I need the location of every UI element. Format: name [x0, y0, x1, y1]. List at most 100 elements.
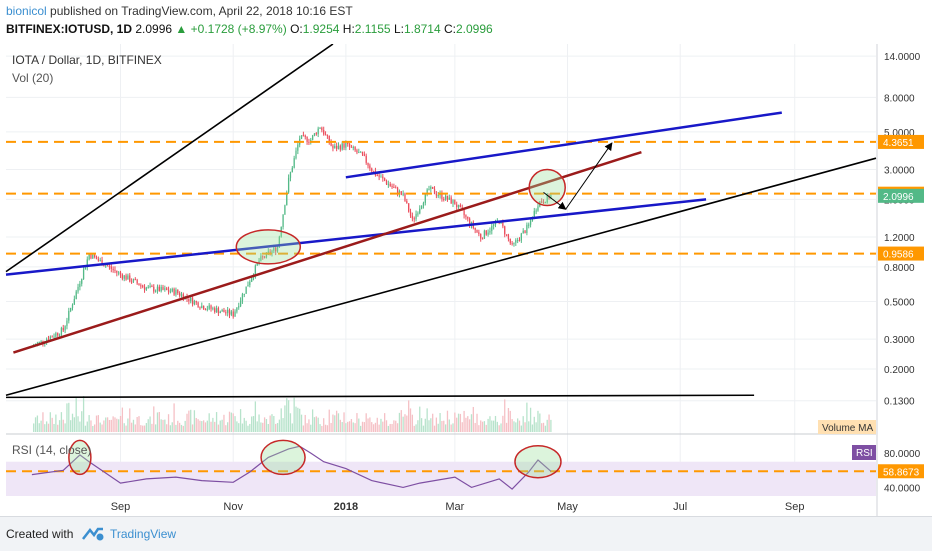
volume-bar: [127, 418, 129, 432]
candle-body: [328, 135, 330, 143]
chart-canvas[interactable]: 14.00008.00005.00003.00002.00001.20000.8…: [0, 43, 932, 516]
volume-bar: [518, 420, 521, 432]
volume-bar: [548, 414, 550, 432]
volume-bar: [284, 405, 286, 432]
volume-bar: [380, 418, 382, 432]
volume-bar: [408, 400, 410, 432]
y-tick-label: 5.0000: [884, 128, 915, 139]
volume-bar: [175, 424, 177, 432]
candle-body: [524, 230, 526, 233]
candle-body: [158, 286, 160, 292]
candle-body: [330, 142, 332, 146]
volume-bar: [332, 414, 334, 432]
volume-bar: [260, 422, 262, 432]
volume-bar: [522, 416, 524, 432]
volume-bar: [513, 421, 515, 432]
volume-bar: [297, 407, 299, 432]
volume-bar: [138, 416, 140, 432]
volume-bar: [531, 424, 534, 432]
candle-body: [64, 326, 66, 331]
volume-bar: [491, 420, 493, 432]
candle-body: [409, 211, 412, 216]
candle-body: [68, 310, 70, 321]
candle-body: [125, 275, 127, 280]
candle-body: [446, 195, 449, 200]
volume-bar: [335, 410, 338, 432]
volume-bar: [476, 413, 478, 432]
volume-bar: [439, 413, 441, 432]
volume-bar: [273, 416, 275, 432]
volume-bar: [204, 422, 207, 432]
volume-bar: [437, 423, 439, 432]
volume-bar: [247, 425, 249, 432]
candle-body: [306, 137, 308, 142]
candle-body: [480, 233, 482, 239]
volume-bar: [400, 410, 402, 432]
symbol-name: BITFINEX:IOTUSD, 1D: [6, 22, 133, 36]
volume-bar: [97, 415, 100, 432]
volume-bar: [406, 415, 408, 432]
volume-bar: [101, 424, 103, 432]
candle-body: [334, 145, 336, 149]
price-badge: [878, 246, 924, 261]
tradingview-logo-icon: [82, 527, 104, 541]
volume-bar: [199, 420, 201, 432]
candle-body: [481, 238, 484, 240]
candle-body: [321, 127, 323, 131]
volume-bar: [524, 422, 526, 432]
volume-bar: [267, 423, 269, 432]
x-tick-label: Nov: [223, 501, 243, 513]
candle-body: [356, 150, 358, 153]
candle-body: [169, 291, 172, 293]
volume-bar: [389, 423, 391, 432]
volume-bar: [517, 418, 519, 432]
candle-body: [99, 260, 101, 262]
volume-bar: [492, 420, 495, 432]
price-badge-label: 0.9586: [883, 250, 914, 261]
volume-bar: [409, 408, 412, 432]
candle-body: [408, 203, 410, 212]
rsi-value-label: 58.8673: [883, 467, 920, 478]
volume-bar: [428, 420, 430, 432]
candle-body: [66, 320, 68, 327]
candle-body: [81, 279, 83, 284]
volume-bar: [520, 425, 522, 432]
candle-body: [204, 309, 207, 311]
candle-body: [276, 247, 279, 252]
highlight-ellipse: [235, 229, 302, 265]
chart-panel[interactable]: 14.00008.00005.00003.00002.00001.20000.8…: [0, 43, 932, 516]
candle-body: [487, 232, 489, 235]
volume-bar: [149, 416, 151, 432]
volume-bar: [66, 403, 68, 432]
volume-bar: [404, 414, 406, 432]
volume-bar: [160, 419, 162, 432]
tradingview-link[interactable]: TradingView: [110, 527, 177, 541]
volume-bar: [502, 415, 504, 432]
candle-body: [387, 183, 390, 185]
volume-bar: [151, 423, 153, 432]
author-link[interactable]: bionicol: [6, 4, 47, 18]
candle-body: [457, 205, 460, 208]
candle-body: [456, 204, 458, 208]
volume-bar: [454, 412, 456, 432]
y-tick-label: 0.1300: [884, 397, 915, 408]
candle-body: [247, 285, 249, 287]
rsi-ellipse: [260, 439, 306, 476]
volume-bar: [398, 412, 401, 432]
candle-body: [97, 259, 100, 261]
volume-bar: [184, 420, 186, 432]
candle-body: [178, 293, 181, 296]
volume-bar: [430, 418, 432, 432]
candle-body: [84, 267, 87, 270]
volume-bar: [374, 422, 377, 432]
candle-body: [395, 187, 397, 189]
volume-bar: [528, 421, 530, 432]
candle-body: [58, 334, 61, 336]
volume-bar: [212, 417, 214, 432]
candle-body: [258, 260, 260, 264]
volume-bar: [132, 419, 135, 432]
volume-bar: [254, 401, 257, 432]
volume-bar: [263, 417, 266, 432]
candle-body: [505, 234, 508, 236]
x-tick-label: 2018: [334, 501, 358, 513]
